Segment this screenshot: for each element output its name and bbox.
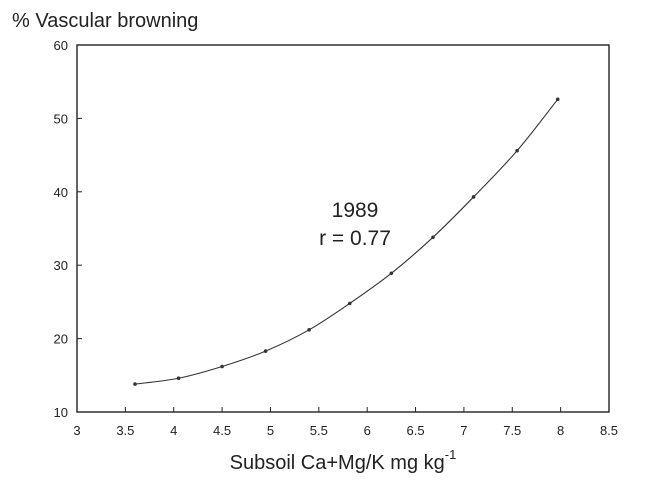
- data-point: [133, 382, 137, 386]
- x-tick-label: 5: [267, 423, 274, 438]
- y-tick-label: 30: [54, 258, 68, 273]
- data-point: [307, 327, 311, 332]
- y-tick-label: 10: [54, 405, 68, 420]
- y-tick-label: 20: [54, 332, 68, 347]
- data-point: [263, 349, 268, 353]
- plot-frame: [76, 44, 610, 413]
- data-point: [347, 301, 352, 306]
- y-tick-label: 60: [54, 38, 68, 53]
- x-tick-label: 3.5: [116, 423, 134, 438]
- y-tick-label: 40: [54, 185, 68, 200]
- x-tick-label: 7: [460, 423, 467, 438]
- x-tick-label: 8: [557, 423, 564, 438]
- x-axis-label-main: Subsoil Ca+Mg/K mg kg: [230, 452, 445, 474]
- data-point: [515, 148, 519, 153]
- x-axis-label-superscript: -1: [445, 447, 457, 462]
- y-tick-label: 50: [54, 111, 68, 126]
- data-point: [555, 97, 560, 102]
- annotation-year: 1989: [332, 199, 379, 222]
- data-points: [133, 97, 560, 386]
- annotation-correlation: r = 0.77: [319, 227, 391, 250]
- x-axis-label: Subsoil Ca+Mg/K mg kg-1: [230, 447, 457, 474]
- data-point: [431, 235, 435, 240]
- x-tick-label: 7.5: [503, 423, 521, 438]
- y-axis-label: % Vascular browning: [12, 10, 198, 32]
- data-point: [176, 376, 181, 381]
- x-tick-label: 8.5: [600, 423, 618, 438]
- data-point: [389, 271, 394, 276]
- x-tick-label: 6: [364, 423, 371, 438]
- y-axis-ticks: 10 20 30 40 50 60: [54, 38, 82, 420]
- x-tick-label: 4: [170, 423, 177, 438]
- x-tick-label: 4.5: [213, 423, 231, 438]
- x-tick-label: 5.5: [310, 423, 328, 438]
- x-tick-label: 6.5: [407, 423, 425, 438]
- x-tick-label: 3: [73, 423, 80, 438]
- x-axis-ticks: 3 3.5 4 4.5 5 5.5 6 6.5 7 7.5 8 8.5: [73, 407, 618, 438]
- data-point: [471, 195, 476, 199]
- data-point: [220, 364, 224, 369]
